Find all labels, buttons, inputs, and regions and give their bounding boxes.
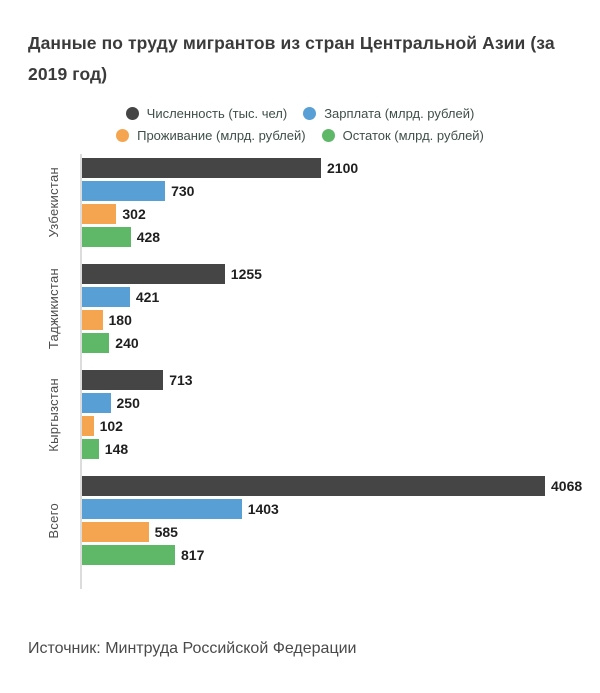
bar-group: Всего 4068 1403 585 817: [46, 476, 582, 565]
category-label: Таджикистан: [46, 267, 61, 350]
bar-value-label: 1255: [230, 266, 262, 282]
bar: [82, 439, 99, 459]
bar-value-label: 713: [169, 372, 193, 388]
bar-row: 585: [82, 522, 582, 542]
bar: [82, 393, 111, 413]
bar: [82, 264, 225, 284]
bar-row: 302: [82, 204, 572, 224]
bar-value-label: 730: [171, 183, 195, 199]
y-axis-line: [80, 154, 82, 589]
chart-title: Данные по труду мигрантов из стран Центр…: [28, 28, 572, 90]
bar-value-label: 817: [181, 547, 205, 563]
bar-row: 730: [82, 181, 572, 201]
bar-value-label: 102: [99, 418, 123, 434]
bar-value-label: 240: [115, 335, 139, 351]
bar-chart: Узбекистан 2100 730 302 428 Таджикистан 1255 42…: [18, 154, 582, 589]
bar-row: 421: [82, 287, 572, 307]
bar: [82, 310, 103, 330]
bar: [82, 287, 130, 307]
bar-value-label: 585: [154, 524, 178, 540]
category-bars: 4068 1403 585 817: [82, 476, 582, 565]
bar: [82, 204, 117, 224]
category-label: Всего: [46, 502, 61, 539]
bar: [82, 545, 175, 565]
bar-row: 102: [82, 416, 572, 436]
legend-item: Зарплата (млрд. рублей): [303, 106, 474, 121]
bar: [82, 499, 242, 519]
bar-row: 250: [82, 393, 572, 413]
bar-value-label: 4068: [551, 478, 583, 494]
legend-label: Численность (тыс. чел): [146, 106, 288, 121]
bar-row: 2100: [82, 158, 572, 178]
bar-row: 1255: [82, 264, 572, 284]
legend-label: Проживание (млрд. рублей): [137, 128, 306, 143]
bar-value-label: 2100: [327, 160, 359, 176]
bar: [82, 370, 164, 390]
chart-title-line-1: Данные по труду мигрантов из стран Центр…: [28, 33, 555, 53]
legend-marker-circle: [303, 107, 317, 120]
bar-value-label: 421: [135, 289, 160, 305]
category-bars: 2100 730 302 428: [82, 158, 572, 247]
bar-row: 1403: [82, 499, 582, 519]
source-caption: Источник: Минтруда Российской Федерации: [28, 640, 357, 657]
bar: [82, 333, 110, 353]
bar-row: 240: [82, 333, 572, 353]
bar-value-label: 250: [116, 395, 140, 411]
legend-marker-circle: [125, 107, 139, 120]
bar-group: Таджикистан 1255 421 180 240: [46, 264, 572, 353]
bar-value-label: 428: [136, 229, 161, 245]
bar-value-label: 1403: [247, 501, 279, 517]
bar-group: Кыргызстан 713 250 102 148: [46, 370, 572, 459]
bar: [82, 181, 166, 201]
bar-value-label: 148: [104, 441, 129, 457]
category-label: Узбекистан: [46, 167, 61, 238]
bar-row: 428: [82, 227, 572, 247]
bar-row: 148: [82, 439, 572, 459]
bar: [82, 227, 131, 247]
bar-value-label: 180: [108, 312, 132, 328]
legend-marker-circle: [321, 129, 335, 142]
bar: [82, 476, 545, 496]
legend-item: Численность (тыс. чел): [125, 106, 288, 121]
category-bars: 713 250 102 148: [82, 370, 572, 459]
plot-area: Узбекистан 2100 730 302 428 Таджикистан 1255 42…: [46, 158, 582, 589]
bar-row: 4068: [82, 476, 582, 496]
legend-label: Зарплата (млрд. рублей): [324, 106, 475, 121]
bar: [82, 416, 94, 436]
bar-group: Узбекистан 2100 730 302 428: [46, 158, 572, 247]
bar-row: 180: [82, 310, 572, 330]
legend: Численность (тыс. чел) Зарплата (млрд. ру…: [85, 106, 515, 143]
category-bars: 1255 421 180 240: [82, 264, 572, 353]
legend-item: Остаток (млрд. рублей): [321, 128, 484, 143]
legend-label: Остаток (млрд. рублей): [342, 128, 484, 143]
category-label: Кыргызстан: [46, 377, 61, 452]
bar: [82, 158, 321, 178]
legend-item: Проживание (млрд. рублей): [116, 128, 306, 143]
bar-value-label: 302: [122, 206, 146, 222]
bar: [82, 522, 149, 542]
bar-row: 817: [82, 545, 582, 565]
bar-row: 713: [82, 370, 572, 390]
legend-marker-circle: [116, 129, 130, 142]
chart-title-line-2: 2019 год): [28, 64, 108, 84]
